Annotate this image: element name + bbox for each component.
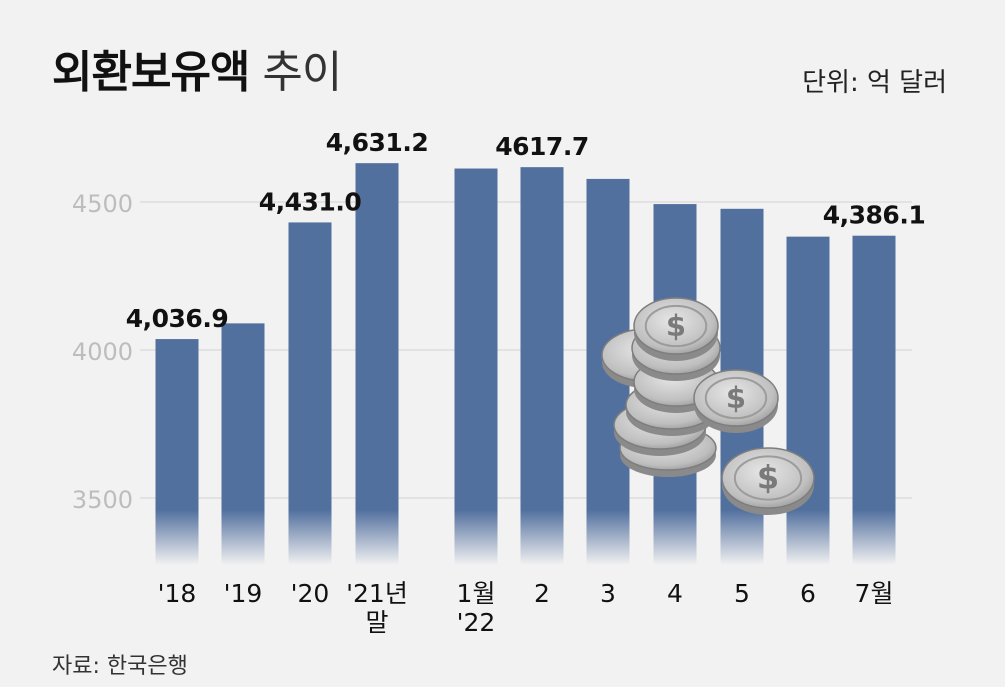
x-tick-label: 6 (800, 579, 816, 608)
source-label: 자료: 한국은행 (52, 654, 188, 679)
bar (288, 222, 332, 565)
x-tick-label: 2 (534, 579, 550, 608)
x-tick-label: 1월 (457, 579, 496, 608)
data-label: 4617.7 (495, 132, 588, 161)
coin-rim (704, 376, 768, 420)
data-label: 4,386.1 (823, 201, 925, 230)
label-layer: 4,036.9 4,431.0 4,631.2 4617.7 4,386.1 '18 '19… (126, 128, 926, 637)
coin-icon: $ (721, 447, 815, 515)
chart-title-main: 외환보유액 (52, 47, 250, 98)
x-tick-label: 5 (734, 579, 750, 608)
x-tick-label: '22 (457, 608, 496, 637)
x-tick-label: 4 (667, 579, 683, 608)
coin-rim (644, 304, 708, 348)
x-tick-label: '21년 (346, 579, 408, 608)
bar (355, 163, 399, 565)
unit-label: 단위: 억 달러 (802, 68, 947, 98)
y-tick-label: 4500 (72, 190, 133, 218)
dollar-sign-icon: $ (666, 309, 686, 343)
x-tick-label: '19 (224, 579, 263, 608)
coin-icon: $ (633, 297, 719, 361)
x-tick-label: 3 (600, 579, 616, 608)
data-label: 4,431.0 (259, 187, 362, 216)
x-tick-label: 말 (365, 608, 388, 637)
x-tick-label: '20 (291, 579, 330, 608)
chart-title: 외환보유액 추이 (52, 36, 342, 100)
bar-fade-overlay (140, 510, 920, 565)
y-tick-label: 4000 (72, 338, 133, 366)
x-tick-label: 7월 (855, 579, 894, 608)
coin-icon: $ (693, 369, 779, 433)
coin-rim (733, 455, 803, 501)
y-tick-label: 3500 (72, 486, 133, 514)
dollar-sign-icon: $ (757, 459, 779, 497)
data-label: 4,036.9 (126, 304, 228, 333)
data-label: 4,631.2 (326, 128, 428, 157)
chart-title-sub: 추이 (262, 47, 342, 98)
bar (454, 168, 498, 565)
dollar-sign-icon: $ (726, 381, 746, 415)
dollar-coin-stack-icon: $ $ $ (601, 297, 815, 515)
bar (520, 167, 564, 565)
x-tick-label: '18 (158, 579, 197, 608)
